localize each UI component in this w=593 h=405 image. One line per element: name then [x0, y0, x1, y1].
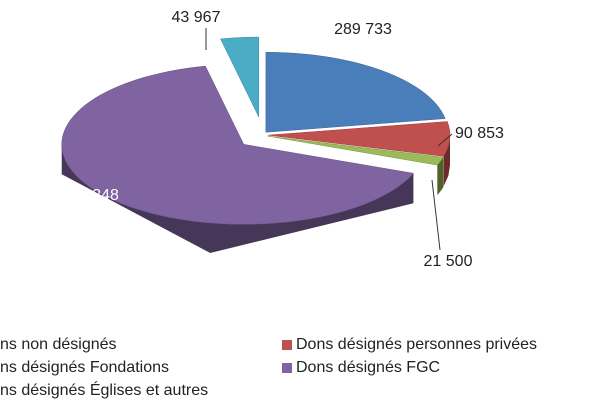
- legend-label: Dons désignés personnes privées: [296, 336, 537, 353]
- legend-swatch: [282, 340, 292, 350]
- legend-swatch: [282, 363, 292, 373]
- slice-side: [437, 157, 444, 196]
- legend-label: ns désignés Fondations: [0, 359, 169, 376]
- slice: [267, 121, 451, 157]
- data-label: 43 967: [172, 9, 221, 26]
- slice: [61, 65, 414, 225]
- slice-side: [61, 144, 414, 253]
- legend-label: Dons désignés FGC: [296, 359, 440, 376]
- leader-line: [437, 133, 453, 147]
- legend-label: ns non désignés: [0, 336, 117, 353]
- data-label: 289 733: [334, 21, 392, 38]
- data-label: 21 500: [424, 253, 473, 270]
- data-label: 855 348: [61, 187, 119, 204]
- legend-label: ns désignés Églises et autres: [0, 380, 208, 399]
- slice: [220, 36, 260, 118]
- slice: [267, 135, 444, 166]
- slice: [265, 51, 446, 133]
- slice-side: [443, 135, 450, 187]
- data-label: 90 853: [455, 125, 504, 142]
- leader-line: [431, 179, 441, 251]
